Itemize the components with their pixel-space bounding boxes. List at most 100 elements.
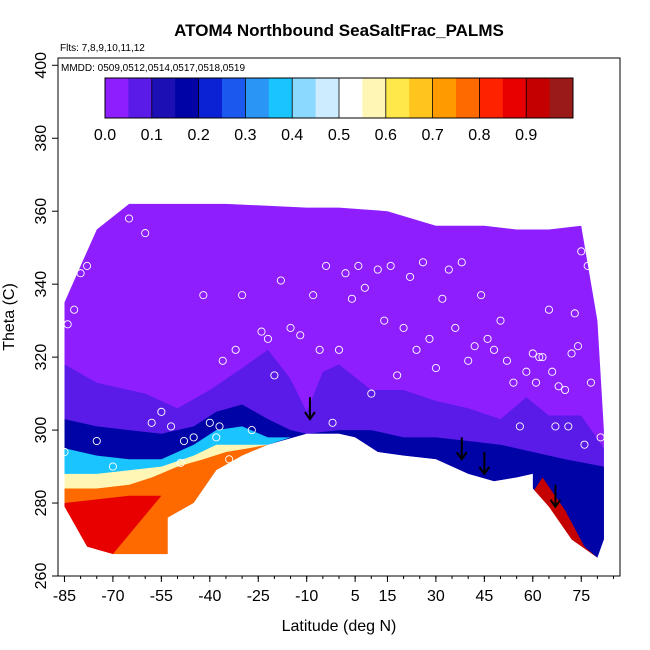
colorbar: 0.0 0.1 0.2 0.3 0.4 0.5 0.6 0.7 0.8 0.9	[94, 77, 574, 144]
x-tick-label: -55	[150, 588, 173, 605]
x-tick-label: 60	[524, 588, 542, 605]
observation-point	[567, 349, 576, 358]
observation-point	[438, 294, 447, 303]
flight-arrow-head	[549, 499, 562, 509]
observation-point	[599, 345, 608, 354]
observation-point	[535, 353, 544, 362]
observation-point	[425, 334, 434, 343]
observation-point	[347, 294, 356, 303]
colorbar-cell	[526, 78, 551, 118]
observation-point	[309, 291, 318, 300]
colorbar-tick-label: 0.8	[468, 127, 490, 144]
observation-point	[296, 331, 305, 340]
observation-point	[108, 462, 117, 471]
observation-point	[515, 422, 524, 431]
observation-point	[593, 239, 602, 249]
observation-point	[418, 258, 428, 267]
colorbar-tick-label: 0.6	[375, 127, 397, 144]
observation-point	[444, 265, 453, 274]
y-tick-label: 320	[33, 344, 50, 371]
observation-point	[189, 433, 198, 442]
y-tick-label: 280	[33, 490, 50, 517]
observation-point	[354, 261, 363, 270]
observation-point	[570, 309, 579, 318]
observation-point	[360, 283, 369, 292]
x-tick-label: -25	[247, 588, 270, 605]
observation-point	[367, 389, 376, 398]
axes: -85 -70 -55 -40 -25 -10 5 15 30 45 60 75 260 280 300 32…	[33, 52, 615, 605]
observation-point	[218, 356, 227, 365]
colorbar-tick-label: 0.4	[281, 127, 303, 144]
observation-point	[76, 269, 85, 278]
observation-point	[286, 323, 295, 332]
observation-point	[431, 364, 440, 373]
colorbar-tick-label: 0.9	[515, 127, 537, 144]
observation-points	[60, 214, 608, 471]
colorbar-cell	[362, 78, 387, 118]
observation-point	[522, 367, 531, 376]
observation-point	[315, 345, 324, 354]
flight-arrows	[304, 397, 562, 509]
observation-point	[276, 276, 285, 285]
observation-point	[322, 261, 331, 270]
y-tick-label: 260	[33, 563, 50, 590]
observation-point	[373, 265, 382, 274]
colorbar-cell	[128, 78, 153, 118]
observation-point	[179, 436, 189, 446]
flight-arrow-head	[455, 451, 468, 461]
observation-point	[225, 455, 234, 464]
colorbar-cell	[339, 78, 363, 118]
colorbar-cell	[409, 78, 434, 118]
observation-point	[386, 261, 395, 270]
x-tick-label: -40	[198, 588, 221, 605]
observation-point	[412, 345, 421, 354]
colorbar-tick-label: 0.1	[141, 127, 163, 144]
colorbar-cell	[432, 78, 457, 118]
colorbar-tick-label: 0.3	[234, 127, 256, 144]
observation-point	[528, 349, 537, 358]
observation-point	[215, 422, 224, 431]
observation-point	[561, 385, 570, 395]
observation-point	[328, 418, 337, 427]
observation-point	[176, 458, 185, 467]
observation-point	[334, 345, 344, 354]
colorbar-cell	[105, 78, 129, 118]
observation-point	[83, 261, 92, 270]
observation-point	[60, 447, 69, 457]
observation-point	[125, 214, 134, 223]
field-band	[64, 349, 604, 558]
colorbar-cell	[151, 78, 176, 118]
colorbar-cell	[385, 78, 410, 118]
x-tick-label: 5	[351, 588, 360, 605]
colorbar-cell	[222, 78, 246, 118]
x-tick-label: 75	[572, 588, 590, 605]
y-tick-label: 360	[33, 198, 50, 225]
observation-point	[231, 345, 240, 354]
colorbar-cell	[268, 78, 293, 118]
y-tick-label: 400	[33, 52, 50, 79]
x-tick-label: -10	[295, 588, 318, 605]
sea-salt-field	[64, 203, 604, 576]
observation-point	[551, 422, 560, 431]
observation-point	[147, 418, 156, 427]
observation-point	[263, 334, 272, 343]
observation-point	[393, 371, 402, 380]
observation-point	[477, 291, 486, 300]
observation-point	[399, 323, 408, 332]
y-tick-label: 300	[33, 417, 50, 444]
colorbar-cell	[292, 78, 317, 118]
field-band	[64, 495, 162, 555]
observation-point	[548, 367, 557, 376]
colorbar-cell	[479, 78, 504, 118]
colorbar-cell	[175, 78, 200, 118]
observation-point	[157, 407, 166, 416]
flight-arrow-head	[304, 411, 316, 421]
observation-point	[247, 426, 256, 435]
colorbar-cell	[502, 78, 527, 118]
observation-point	[502, 356, 512, 365]
chart-title: ATOM4 Northbound SeaSaltFrac_PALMS	[174, 21, 504, 40]
observation-point	[538, 353, 547, 362]
colorbar-tick-label: 0.2	[187, 127, 209, 144]
observation-point	[573, 342, 583, 351]
